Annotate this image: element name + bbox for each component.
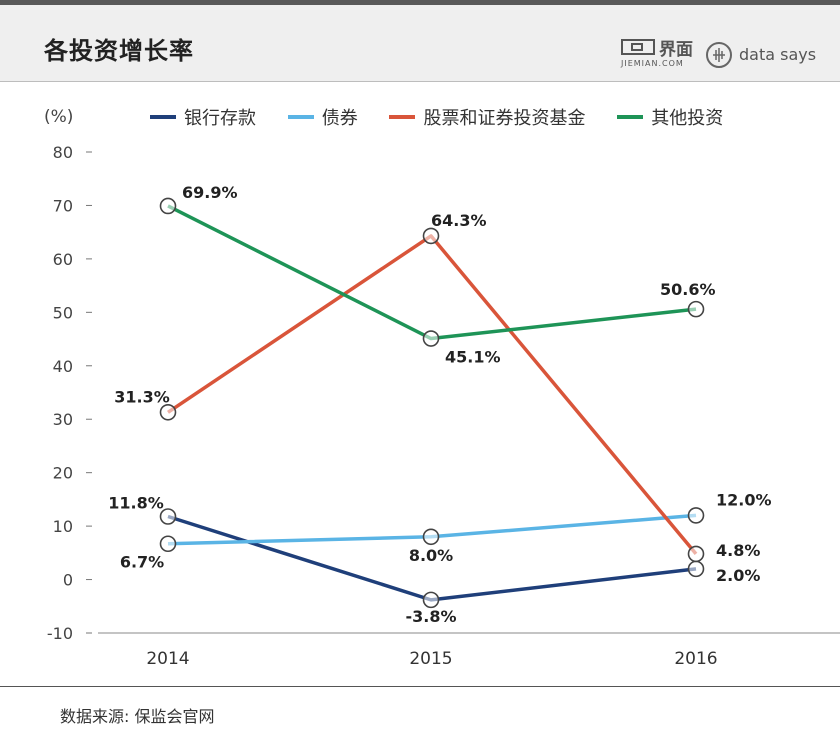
data-label: 31.3% [114, 387, 170, 406]
data-point-marker [687, 300, 705, 318]
y-tick-label: 80 [53, 143, 73, 162]
legend-label: 银行存款 [184, 108, 256, 129]
legend-swatch [617, 115, 644, 119]
y-tick-label: 60 [53, 250, 73, 269]
data-point-marker [159, 403, 177, 421]
series-line [167, 234, 698, 556]
data-label: 11.8% [108, 493, 164, 512]
legend-item-stocks-funds: 股票和证券投资基金 [389, 104, 585, 130]
chart-title: 各投资增长率 [44, 37, 194, 65]
datasays-logo-text: data says [739, 45, 817, 64]
legend-swatch [150, 115, 176, 119]
jiemian-logo-url: JIEMIAN.COM [621, 59, 684, 68]
legend-label: 债券 [321, 108, 358, 129]
legend-swatch [287, 115, 314, 119]
datasays-waveform-icon [706, 42, 732, 68]
data-label: -3.8% [405, 607, 456, 626]
x-tick-label: 2014 [146, 649, 189, 669]
data-label: 45.1% [445, 348, 501, 367]
data-label: 8.0% [409, 546, 453, 565]
jiemian-logo-text: 界面 [659, 40, 693, 60]
data-source: 数据来源: 保监会官网 [60, 707, 215, 726]
chart-legend: 银行存款 债券 股票和证券投资基金 其他投资 [150, 104, 749, 130]
legend-item-bank-deposit: 银行存款 [150, 104, 256, 130]
legend-item-other-investment: 其他投资 [617, 104, 723, 130]
x-tick-label: 2016 [674, 649, 717, 669]
legend-item-bonds: 债券 [287, 104, 358, 130]
y-tick-label: 10 [53, 517, 73, 536]
legend-label: 其他投资 [651, 108, 724, 129]
data-label: 4.8% [716, 541, 760, 560]
y-tick-label: 70 [53, 196, 73, 215]
header-bar: 各投资增长率 界面 JIEMIAN.COM data says [0, 5, 840, 82]
x-tick-label: 2015 [409, 649, 452, 669]
y-axis-unit: (%) [44, 107, 74, 127]
data-point-marker [159, 508, 177, 525]
y-tick-label: 20 [53, 464, 73, 483]
y-tick-label: 30 [53, 410, 73, 429]
data-label: 6.7% [120, 553, 164, 572]
y-tick-label: 0 [63, 571, 73, 590]
y-tick-label: 40 [53, 357, 73, 376]
data-label: 2.0% [716, 566, 760, 585]
legend-label: 股票和证券投资基金 [423, 108, 586, 129]
data-point-marker [422, 591, 440, 609]
data-label: 69.9% [182, 183, 238, 202]
y-tick-label: -10 [47, 624, 73, 643]
legend-swatch [389, 115, 416, 119]
data-label: 50.6% [660, 280, 716, 299]
data-label: 12.0% [716, 490, 772, 509]
jiemian-mark-icon [621, 39, 655, 55]
data-point-marker [159, 197, 177, 215]
data-label: 64.3% [431, 211, 487, 230]
footer-rule [0, 686, 840, 687]
top-rule [0, 0, 840, 5]
data-point-marker [422, 528, 440, 546]
data-point-marker [422, 330, 440, 347]
y-tick-label: 50 [53, 303, 73, 322]
data-point-marker [687, 560, 705, 578]
data-point-marker [159, 535, 177, 553]
data-point-marker [687, 545, 705, 563]
data-point-marker [687, 507, 705, 524]
data-point-marker [422, 227, 440, 245]
